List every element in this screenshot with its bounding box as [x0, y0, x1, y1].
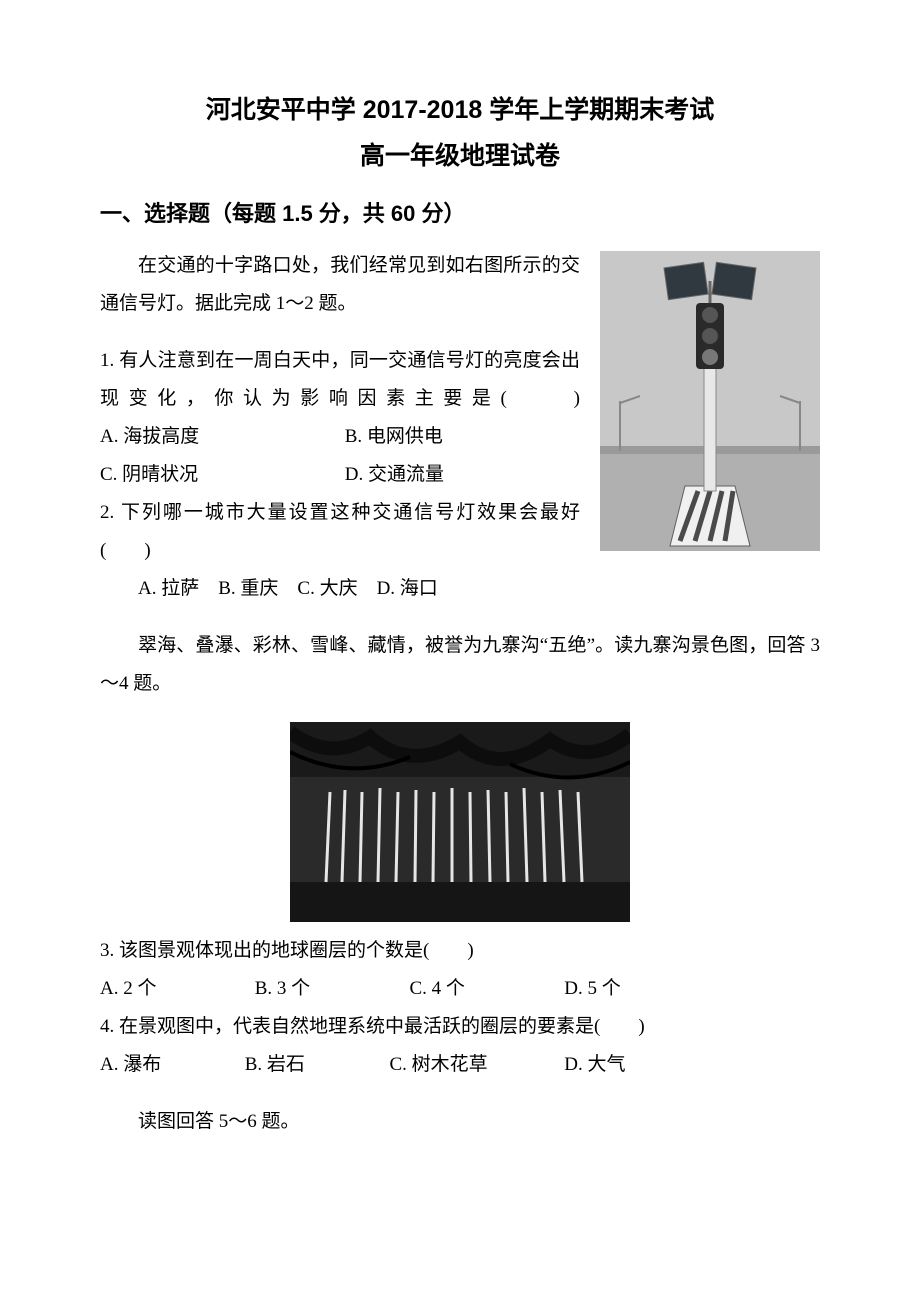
q3-options: A. 2 个 B. 3 个 C. 4 个 D. 5 个: [100, 970, 820, 1008]
page-title-main: 河北安平中学 2017-2018 学年上学期期末考试: [100, 90, 820, 126]
q1-opt-b: B. 电网供电: [345, 426, 443, 447]
intro-3: 读图回答 5～6 题。: [100, 1103, 820, 1141]
q1-opt-a: A. 海拔高度: [100, 418, 340, 456]
intro-2: 翠海、叠瀑、彩林、雪峰、藏情，被誉为九寨沟“五绝”。读九寨沟景色图，回答 3～4…: [100, 627, 820, 703]
q4-options: A. 瀑布 B. 岩石 C. 树木花草 D. 大气: [100, 1046, 820, 1084]
q4-opt-d: D. 大气: [564, 1054, 625, 1075]
q2-options: A. 拉萨 B. 重庆 C. 大庆 D. 海口: [100, 570, 820, 608]
q4-opt-a: A. 瀑布: [100, 1046, 240, 1084]
q3-opt-c: C. 4 个: [410, 970, 560, 1008]
block-q1-q2: 在交通的十字路口处，我们经常见到如右图所示的交通信号灯。据此完成 1～2 题。 …: [100, 247, 820, 570]
q4-stem: 4. 在景观图中，代表自然地理系统中最活跃的圈层的要素是( ): [100, 1008, 820, 1046]
q1-opt-d: D. 交通流量: [345, 464, 444, 485]
exam-page: 河北安平中学 2017-2018 学年上学期期末考试 高一年级地理试卷 一、选择…: [0, 0, 920, 1302]
traffic-light-image: [600, 251, 820, 551]
q4-opt-b: B. 岩石: [245, 1046, 385, 1084]
q3-stem: 3. 该图景观体现出的地球圈层的个数是( ): [100, 932, 820, 970]
q3-opt-d: D. 5 个: [564, 978, 620, 999]
page-title-sub: 高一年级地理试卷: [100, 136, 820, 172]
q1-opt-c: C. 阴晴状况: [100, 456, 340, 494]
q3-opt-a: A. 2 个: [100, 970, 250, 1008]
section-heading-1: 一、选择题（每题 1.5 分，共 60 分）: [100, 196, 820, 228]
q3-opt-b: B. 3 个: [255, 970, 405, 1008]
q4-opt-c: C. 树木花草: [390, 1046, 560, 1084]
jiuzhaigou-image: [290, 722, 630, 922]
waterfall-icon: [290, 722, 630, 922]
traffic-light-icon: [600, 251, 820, 551]
